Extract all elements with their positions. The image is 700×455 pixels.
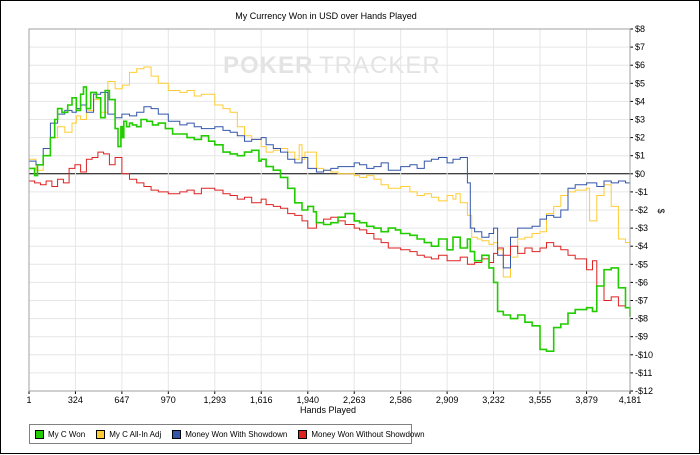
legend-label: My C All-In Adj bbox=[109, 429, 162, 439]
x-tick-label: 324 bbox=[68, 395, 83, 405]
y-tick-label: -$3 bbox=[635, 223, 648, 233]
legend-swatch bbox=[35, 429, 44, 439]
y-tick-label: $6 bbox=[635, 60, 645, 70]
y-tick-label: -$11 bbox=[635, 368, 652, 378]
y-tick-label: -$2 bbox=[635, 205, 648, 215]
x-tick-label: 3,555 bbox=[529, 395, 552, 405]
y-tick-label: -$4 bbox=[635, 241, 648, 251]
series-layer bbox=[29, 66, 631, 352]
x-axis-title: Hands Played bbox=[300, 405, 356, 415]
x-tick-label: 4,181 bbox=[619, 395, 642, 405]
legend-label: Money Won With Showdown bbox=[185, 429, 288, 439]
x-tick-label: 647 bbox=[114, 395, 129, 405]
y-tick-label: $5 bbox=[635, 78, 645, 88]
x-tick-label: 2,263 bbox=[343, 395, 366, 405]
x-tick-label: 1,616 bbox=[250, 395, 273, 405]
y-tick-label: -$12 bbox=[635, 386, 653, 396]
axis-layer: $8 $7 $6 $5 $4 $3 $2 $1 $0 -$1 -$2 -$3 -$4 -$5 -$6 -$7 -… bbox=[26, 24, 653, 405]
y-tick-label: $2 bbox=[635, 133, 645, 143]
legend-swatch bbox=[298, 429, 308, 439]
x-tick-label: 1,293 bbox=[203, 395, 226, 405]
legend-label: Money Won Without Showdown bbox=[311, 429, 425, 439]
x-tick-label: 2,909 bbox=[436, 395, 459, 405]
plot-area-border bbox=[28, 28, 631, 392]
y-tick-label: -$9 bbox=[635, 332, 648, 342]
y-tick-label: -$1 bbox=[635, 187, 648, 197]
y-tick-label: $7 bbox=[635, 42, 645, 52]
legend-swatch bbox=[172, 429, 182, 439]
y-tick-label: -$10 bbox=[635, 350, 653, 360]
x-tick-label: 1 bbox=[26, 395, 31, 405]
x-tick-label: 3,879 bbox=[575, 395, 598, 405]
x-tick-label: 970 bbox=[161, 395, 176, 405]
y-tick-label: -$5 bbox=[635, 259, 648, 269]
legend-item: Money Won With Showdown bbox=[172, 429, 288, 439]
y-tick-label: $0 bbox=[635, 169, 645, 179]
y-tick-label: -$8 bbox=[635, 314, 648, 324]
legend-item: My C Won bbox=[35, 429, 86, 439]
y-tick-label: -$6 bbox=[635, 277, 648, 287]
series-line-money-won-without-showdown bbox=[29, 151, 631, 312]
series-line-money-won-with-showdown bbox=[29, 91, 631, 269]
series-line-my-c-all-in-adj bbox=[29, 66, 631, 278]
legend-item: Money Won Without Showdown bbox=[298, 429, 425, 439]
legend: My C Won My C All-In Adj Money Won With Sh… bbox=[29, 424, 425, 444]
y-tick-label: $8 bbox=[635, 24, 645, 34]
x-tick-label: 1,940 bbox=[297, 395, 320, 405]
x-tick-label: 3,232 bbox=[482, 395, 505, 405]
legend-item: My C All-In Adj bbox=[96, 429, 162, 439]
y-tick-label: $4 bbox=[635, 96, 645, 106]
y-tick-label: $1 bbox=[635, 151, 645, 161]
y-tick-label: -$7 bbox=[635, 296, 648, 306]
y-tick-label: $3 bbox=[635, 115, 645, 125]
legend-label: My C Won bbox=[48, 429, 86, 439]
legend-swatch bbox=[96, 429, 106, 439]
chart-title: My Currency Won in USD over Hands Played bbox=[235, 11, 416, 21]
series-line-my-c-won bbox=[29, 86, 631, 352]
y-axis-title: $ bbox=[656, 208, 666, 213]
x-tick-label: 2,586 bbox=[389, 395, 412, 405]
